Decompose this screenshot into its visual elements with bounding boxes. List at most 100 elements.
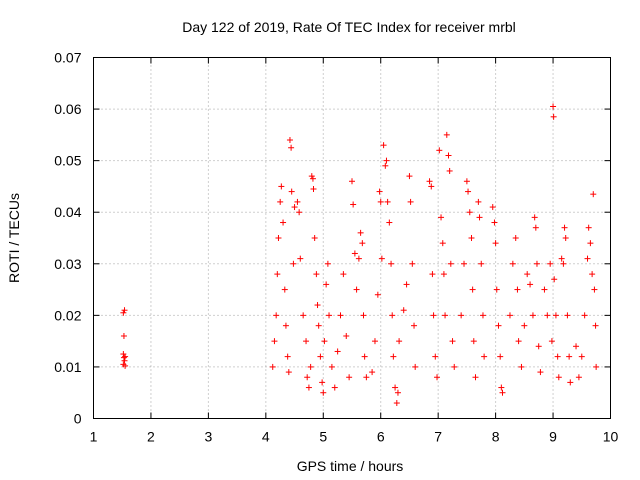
x-tick-label: 7 [434, 429, 442, 445]
data-point [394, 389, 401, 396]
data-point [469, 286, 476, 293]
data-point [314, 302, 321, 309]
data-point [305, 384, 312, 391]
data-point [374, 291, 381, 298]
data-point [122, 362, 129, 369]
data-point [512, 235, 519, 241]
data-point [554, 353, 561, 360]
data-point [429, 271, 436, 278]
data-point [291, 204, 298, 211]
data-point [515, 338, 522, 345]
data-point [310, 186, 317, 193]
data-point [296, 209, 303, 216]
data-point [355, 255, 362, 262]
data-point [573, 343, 580, 350]
data-point [481, 353, 488, 360]
data-point [286, 137, 293, 144]
x-tick-label: 1 [90, 429, 98, 445]
data-point [428, 183, 435, 190]
data-point [451, 363, 458, 370]
data-point [589, 271, 596, 278]
data-point [439, 240, 446, 247]
data-point [567, 379, 574, 386]
data-point [506, 312, 513, 319]
data-point [470, 338, 477, 345]
data-point [550, 113, 557, 120]
data-point [465, 188, 472, 195]
data-point [386, 219, 393, 226]
data-point [449, 338, 456, 345]
x-tick-label: 9 [549, 429, 557, 445]
data-point [581, 312, 588, 319]
data-point [277, 198, 284, 205]
data-point [361, 353, 368, 360]
data-point [351, 250, 358, 257]
data-point [307, 363, 314, 370]
data-point [426, 178, 433, 185]
data-point [369, 369, 376, 376]
data-point [360, 312, 367, 319]
data-point [541, 286, 548, 293]
data-point [499, 389, 506, 396]
data-point [592, 322, 599, 329]
data-point [275, 235, 282, 241]
y-tick-label: 0.07 [54, 50, 81, 66]
data-point [578, 353, 585, 360]
data-point [282, 322, 289, 329]
y-tick-label: 0.05 [54, 153, 81, 169]
data-point [529, 312, 536, 319]
data-point [317, 353, 324, 360]
data-point [297, 255, 304, 262]
data-point [409, 260, 416, 267]
data-point [315, 322, 322, 329]
data-point [284, 353, 291, 360]
data-point [357, 229, 364, 236]
data-point [271, 338, 278, 345]
data-point [294, 198, 301, 205]
data-point [290, 260, 297, 267]
data-point [445, 152, 452, 159]
data-point [442, 312, 449, 319]
data-point [384, 198, 391, 205]
data-point [489, 204, 496, 211]
data-point [466, 209, 473, 216]
data-point [438, 214, 445, 221]
data-point [313, 271, 320, 278]
data-point [478, 260, 485, 267]
data-point [300, 312, 307, 319]
plot-frame [93, 57, 611, 419]
data-point [558, 255, 565, 262]
data-point [551, 276, 558, 283]
data-point [447, 260, 454, 267]
data-point [491, 219, 498, 226]
data-point [328, 363, 335, 370]
data-point [468, 235, 475, 241]
data-point [349, 178, 355, 185]
chart-title: Day 122 of 2019, Rate Of TEC Index for r… [182, 19, 516, 35]
data-point [537, 369, 544, 376]
x-tick-label: 3 [204, 429, 212, 445]
data-point [440, 271, 447, 278]
data-point [434, 374, 441, 381]
data-point [324, 260, 331, 267]
y-axis-label: ROTI / TECUs [6, 193, 22, 283]
data-point [377, 198, 384, 205]
y-tick-label: 0.04 [54, 204, 81, 220]
data-point [463, 178, 470, 185]
data-point [359, 240, 366, 247]
data-point [343, 332, 350, 339]
data-point [120, 354, 127, 361]
data-point [121, 357, 128, 364]
data-point [475, 198, 482, 205]
data-point [593, 363, 600, 370]
data-point [585, 224, 592, 231]
data-point [392, 384, 399, 391]
data-point [311, 235, 318, 241]
data-point [340, 271, 347, 278]
data-point [363, 374, 370, 381]
data-point [430, 312, 437, 319]
data-point [531, 214, 538, 221]
data-point [497, 353, 504, 360]
data-point [281, 286, 288, 293]
data-point [378, 255, 385, 262]
